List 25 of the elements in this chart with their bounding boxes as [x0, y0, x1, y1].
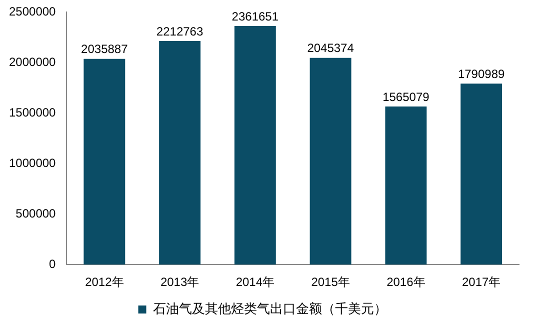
y-tick-label: 0	[49, 256, 56, 271]
legend-label: 石油气及其他烃类气出口金额（千美元）	[152, 301, 387, 316]
data-label: 2361651	[232, 9, 279, 24]
y-tick-label: 2000000	[9, 54, 56, 69]
x-tick-label: 2013年	[160, 275, 200, 290]
bar	[234, 26, 276, 265]
data-label: 1790989	[458, 66, 505, 81]
x-tick-label: 2016年	[386, 275, 426, 290]
data-label: 2035887	[81, 42, 128, 56]
data-label: 2045374	[307, 41, 354, 56]
y-tick-label: 1500000	[9, 105, 56, 120]
y-tick-label: 1000000	[9, 156, 56, 170]
x-tick-label: 2012年	[85, 275, 124, 290]
bar	[159, 41, 201, 265]
bar	[84, 58, 126, 265]
bar	[385, 106, 427, 265]
bar	[310, 58, 352, 265]
x-tick-label: 2014年	[236, 275, 275, 290]
y-tick-label: 2500000	[9, 4, 56, 18]
bar	[460, 84, 502, 265]
x-tick-label: 2015年	[311, 275, 350, 290]
data-label: 1565079	[382, 90, 430, 104]
x-tick-label: 2017年	[462, 275, 501, 290]
data-label: 2212763	[156, 24, 204, 38]
y-tick-label: 500000	[16, 206, 56, 220]
